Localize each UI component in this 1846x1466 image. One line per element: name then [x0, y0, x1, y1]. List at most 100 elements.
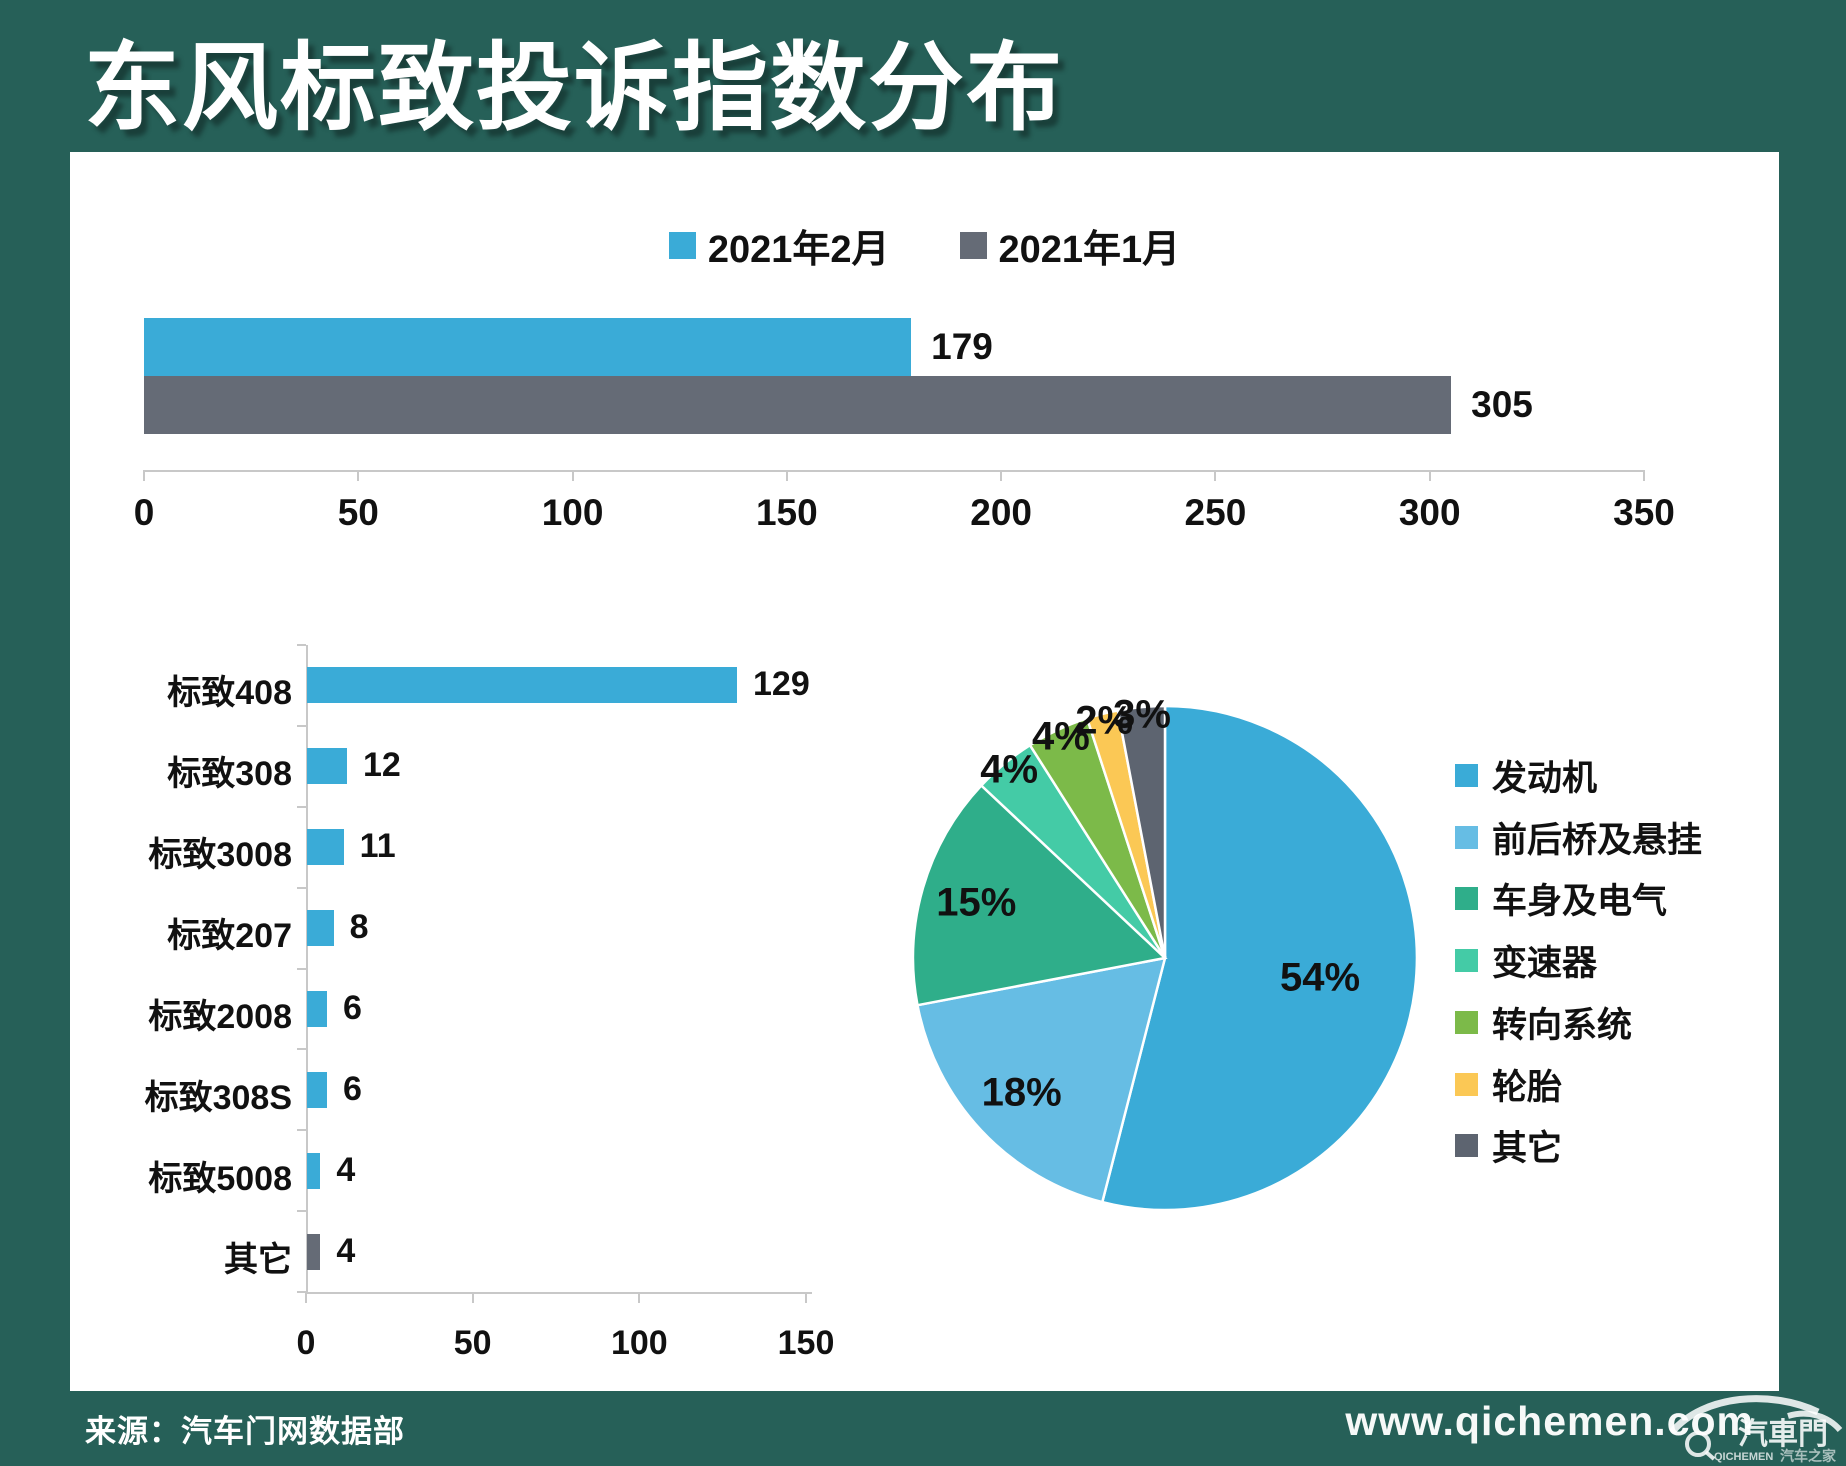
y-axis-line	[306, 645, 308, 1292]
x-axis-tick-label: 150	[755, 492, 818, 533]
logo-car-roof-line	[1669, 1395, 1820, 1435]
y-axis-tick	[297, 1129, 306, 1132]
monthly-complaint-bar-chart: 179 305 0 50 100 150 200 250 300 350	[70, 152, 1779, 1391]
logo-car-hood-line	[1787, 1410, 1843, 1433]
bar-value-label: 8	[349, 908, 369, 947]
y-axis-tick	[297, 724, 306, 727]
x-axis-tick-label: 200	[970, 492, 1033, 533]
y-axis-tick	[297, 644, 306, 646]
x-axis-tick-label: 250	[1184, 492, 1247, 533]
x-axis-tick	[357, 470, 360, 481]
legend-swatch-feb-2021	[668, 231, 696, 259]
bar-value-label: 305	[1471, 384, 1533, 425]
pie-legend-swatch-其它	[1455, 1134, 1478, 1158]
y-axis-tick	[297, 1291, 306, 1293]
pie-legend-label-车身及电气: 车身及电气	[1492, 882, 1668, 922]
category-label: 标致308	[167, 755, 292, 794]
category-label: 标致2008	[148, 997, 292, 1036]
bar-value-label: 11	[359, 827, 396, 866]
x-axis-tick-label: 350	[1613, 492, 1675, 533]
x-axis-tick	[1000, 470, 1003, 481]
legend-label-jan-2021: 2021年1月	[998, 228, 1181, 271]
legend-swatch-jan-2021	[959, 231, 987, 259]
pie-slice-前后桥及悬挂	[916, 956, 1167, 1204]
monthly-legend: 2021年2月 2021年1月	[70, 218, 1779, 273]
bar-标致2008	[307, 990, 327, 1027]
x-axis-tick	[1643, 470, 1645, 481]
pie-legend-item-发动机: 发动机	[1455, 750, 1597, 801]
pie-legend-label-变速器: 变速器	[1492, 944, 1598, 984]
x-axis-tick-label: 150	[777, 1324, 835, 1362]
logo-subtext-cn: 汽车之家	[1780, 1448, 1837, 1464]
y-axis-tick	[297, 1048, 306, 1051]
pie-legend-item-其它: 其它	[1455, 1120, 1562, 1171]
bar-其它	[307, 1233, 321, 1270]
bar-标致308S	[307, 1071, 327, 1108]
bar-2021年1月	[144, 376, 1452, 434]
legend-item-jan-2021: 2021年1月	[959, 218, 1181, 273]
x-axis-tick-label: 300	[1398, 492, 1461, 533]
x-axis-tick	[1428, 470, 1431, 481]
x-axis-tick	[805, 1292, 807, 1303]
pie-legend-item-轮胎: 轮胎	[1455, 1059, 1562, 1110]
y-axis-tick	[297, 967, 306, 970]
bar-value-label: 129	[753, 665, 810, 704]
x-axis-tick	[1214, 470, 1217, 481]
legend-label-feb-2021: 2021年2月	[707, 228, 890, 271]
qichemen-logo: 汽車門 QICHEMEN 汽车之家	[1669, 1395, 1843, 1464]
bar-标致408	[307, 667, 737, 704]
pie-legend-swatch-前后桥及悬挂	[1455, 825, 1478, 849]
bar-标致308	[307, 748, 347, 785]
bar-value-label: 4	[336, 1231, 356, 1270]
y-axis-tick	[297, 886, 306, 889]
pie-legend-label-轮胎: 轮胎	[1492, 1067, 1563, 1107]
y-axis-tick	[297, 805, 306, 808]
category-label: 标致3008	[148, 836, 292, 875]
bar-value-label: 179	[931, 326, 993, 367]
bar-标致5008	[307, 1152, 321, 1189]
x-axis-tick-label: 100	[541, 492, 604, 533]
pie-legend-label-前后桥及悬挂: 前后桥及悬挂	[1492, 820, 1703, 860]
category-label: 标致308S	[144, 1078, 292, 1117]
x-axis-tick	[471, 1292, 474, 1303]
legend-item-feb-2021: 2021年2月	[668, 218, 890, 273]
pie-legend-item-前后桥及悬挂: 前后桥及悬挂	[1455, 812, 1702, 863]
pie-slice-车身及电气	[911, 783, 1168, 1007]
category-label: 标致207	[167, 917, 292, 956]
source-label: 来源：汽车门网数据部	[85, 1414, 405, 1449]
x-axis-tick	[638, 1292, 641, 1303]
x-axis-line	[306, 1292, 812, 1294]
bar-2021年2月	[144, 318, 912, 376]
pie-legend-label-转向系统: 转向系统	[1492, 1005, 1633, 1045]
x-axis-tick-label: 50	[453, 1324, 492, 1362]
pie-legend-swatch-变速器	[1455, 949, 1478, 973]
charts-panel: 2021年2月 2021年1月 179 305 0 50 100 150 200 250 300…	[70, 152, 1779, 1391]
category-label: 其它	[224, 1240, 292, 1279]
logo-subtext-latin: QICHEMEN	[1714, 1451, 1773, 1463]
bar-value-label: 6	[343, 988, 362, 1027]
pie-legend-swatch-轮胎	[1455, 1072, 1478, 1096]
x-axis-tick	[785, 470, 788, 481]
pie-legend-item-转向系统: 转向系统	[1455, 997, 1632, 1048]
pie-slice-发动机	[1100, 704, 1419, 1212]
x-axis-tick-label: 100	[610, 1324, 668, 1362]
bar-value-label: 12	[363, 746, 401, 785]
pie-legend: 发动机前后桥及悬挂 车身及电气变速器转向系统轮胎其它	[70, 152, 1779, 1391]
x-axis-tick-label: 0	[133, 492, 155, 533]
y-axis-tick	[297, 1210, 306, 1213]
x-axis-tick	[305, 1292, 307, 1303]
bar-标致3008	[307, 829, 344, 866]
pie-legend-swatch-车身及电气	[1455, 887, 1478, 911]
pie-legend-label-其它: 其它	[1492, 1129, 1563, 1169]
x-axis-tick	[571, 470, 574, 481]
x-axis-tick-label: 50	[337, 492, 379, 533]
pie-legend-label-发动机: 发动机	[1492, 759, 1598, 798]
logo-magnifier-handle	[1704, 1450, 1716, 1461]
x-axis-tick-label: 0	[296, 1324, 316, 1362]
model-complaint-bar-chart: 标致408 129 标致308 12 标致3008 11 标致207 8 标致2008 6 标致30…	[70, 152, 1779, 1391]
logo-magnifier-icon	[1685, 1431, 1711, 1457]
pie-slice-其它	[1116, 704, 1167, 959]
pie-legend-swatch-转向系统	[1455, 1010, 1478, 1034]
x-axis-tick	[143, 470, 145, 481]
